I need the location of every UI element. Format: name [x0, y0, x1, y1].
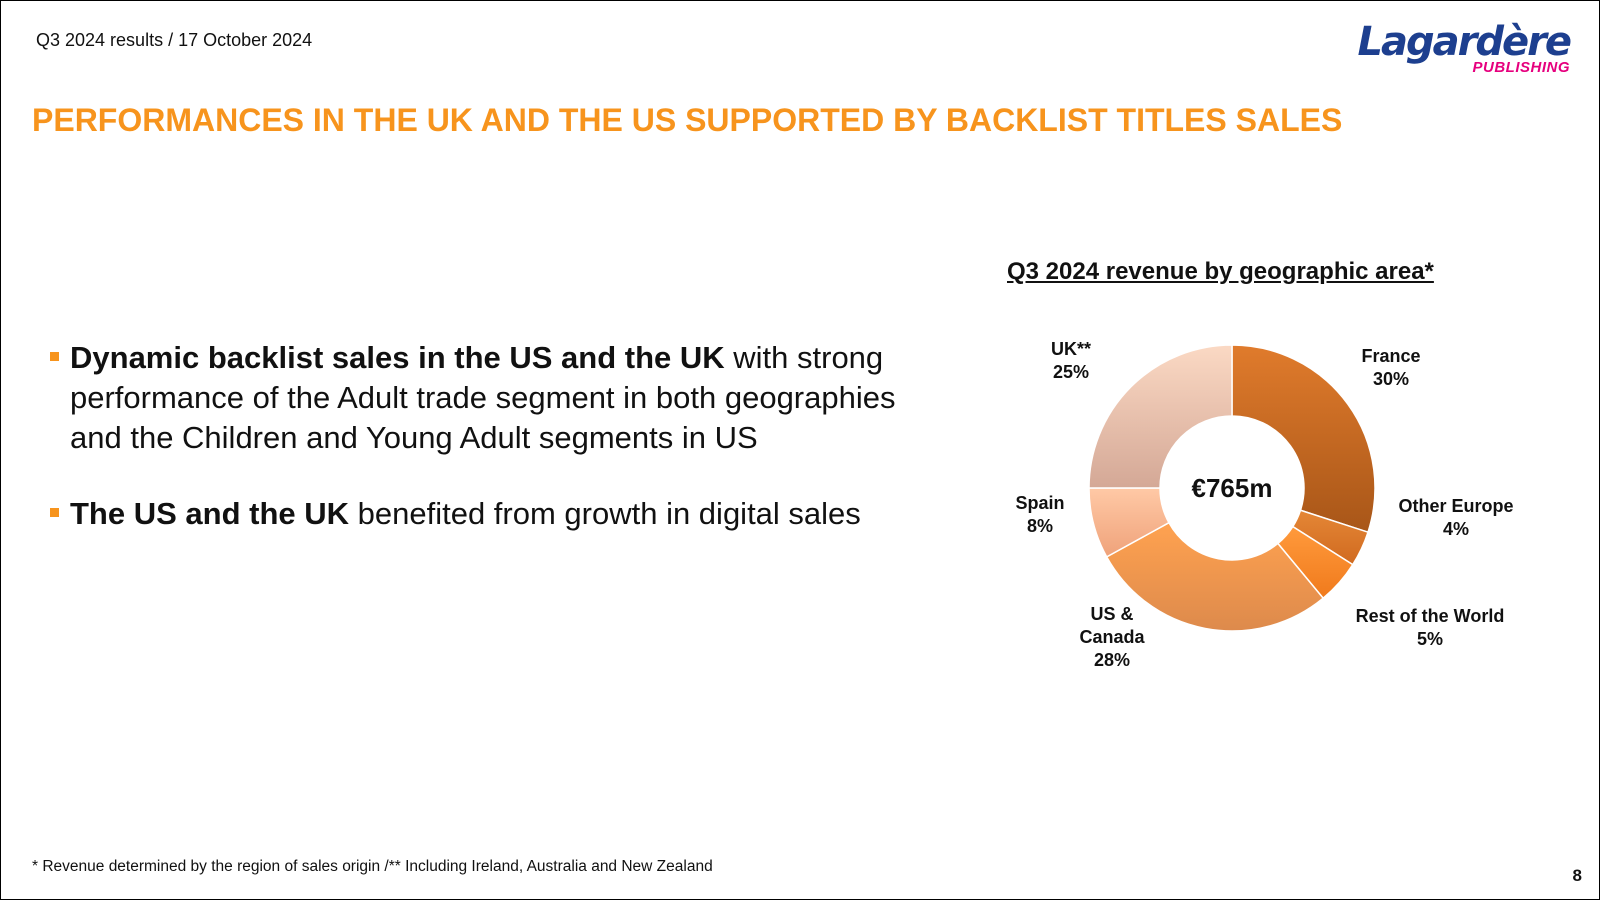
bullet-square-icon	[50, 352, 59, 361]
pie-slice-us-canada	[1105, 521, 1325, 632]
logo-wordmark: Lagardère	[1357, 19, 1572, 65]
chart-title: Q3 2024 revenue by geographic area*	[1007, 258, 1434, 285]
page-title: PERFORMANCES IN THE UK AND THE US SUPPOR…	[32, 102, 1343, 138]
footnote: * Revenue determined by the region of sa…	[32, 858, 713, 875]
pie-slice-uk	[1088, 344, 1233, 489]
bullet-list: Dynamic backlist sales in the US and the…	[48, 338, 908, 570]
slice-label: Rest of the World 5%	[1356, 606, 1505, 649]
pie-slice-france	[1231, 344, 1376, 534]
bullet-bold-text: Dynamic backlist sales in the US and the…	[70, 340, 725, 375]
bullet-item: The US and the UK benefited from growth …	[48, 494, 908, 534]
header-date: Q3 2024 results / 17 October 2024	[36, 30, 313, 50]
slice-label: US & Canada 28%	[1079, 604, 1145, 670]
bullet-text: with strong performance of the Adult tra…	[70, 340, 896, 455]
slice-label: UK** 25%	[1051, 339, 1091, 382]
donut-center-label: €765m	[1192, 473, 1273, 503]
page-number: 8	[1572, 866, 1582, 885]
slice-label: France 30%	[1361, 346, 1420, 389]
bullet-bold-text: The US and the UK	[70, 496, 350, 531]
slice-label: Other Europe 4%	[1398, 496, 1513, 539]
logo-subtitle: PUBLISHING	[1472, 59, 1570, 76]
lagardere-publishing-logo: Lagardère PUBLISHING	[1357, 19, 1572, 76]
bullet-text: benefited from growth in digital sales	[349, 496, 861, 531]
bullet-item: Dynamic backlist sales in the US and the…	[48, 338, 908, 458]
slice-label: Spain 8%	[1015, 493, 1064, 536]
bullet-square-icon	[50, 508, 59, 517]
